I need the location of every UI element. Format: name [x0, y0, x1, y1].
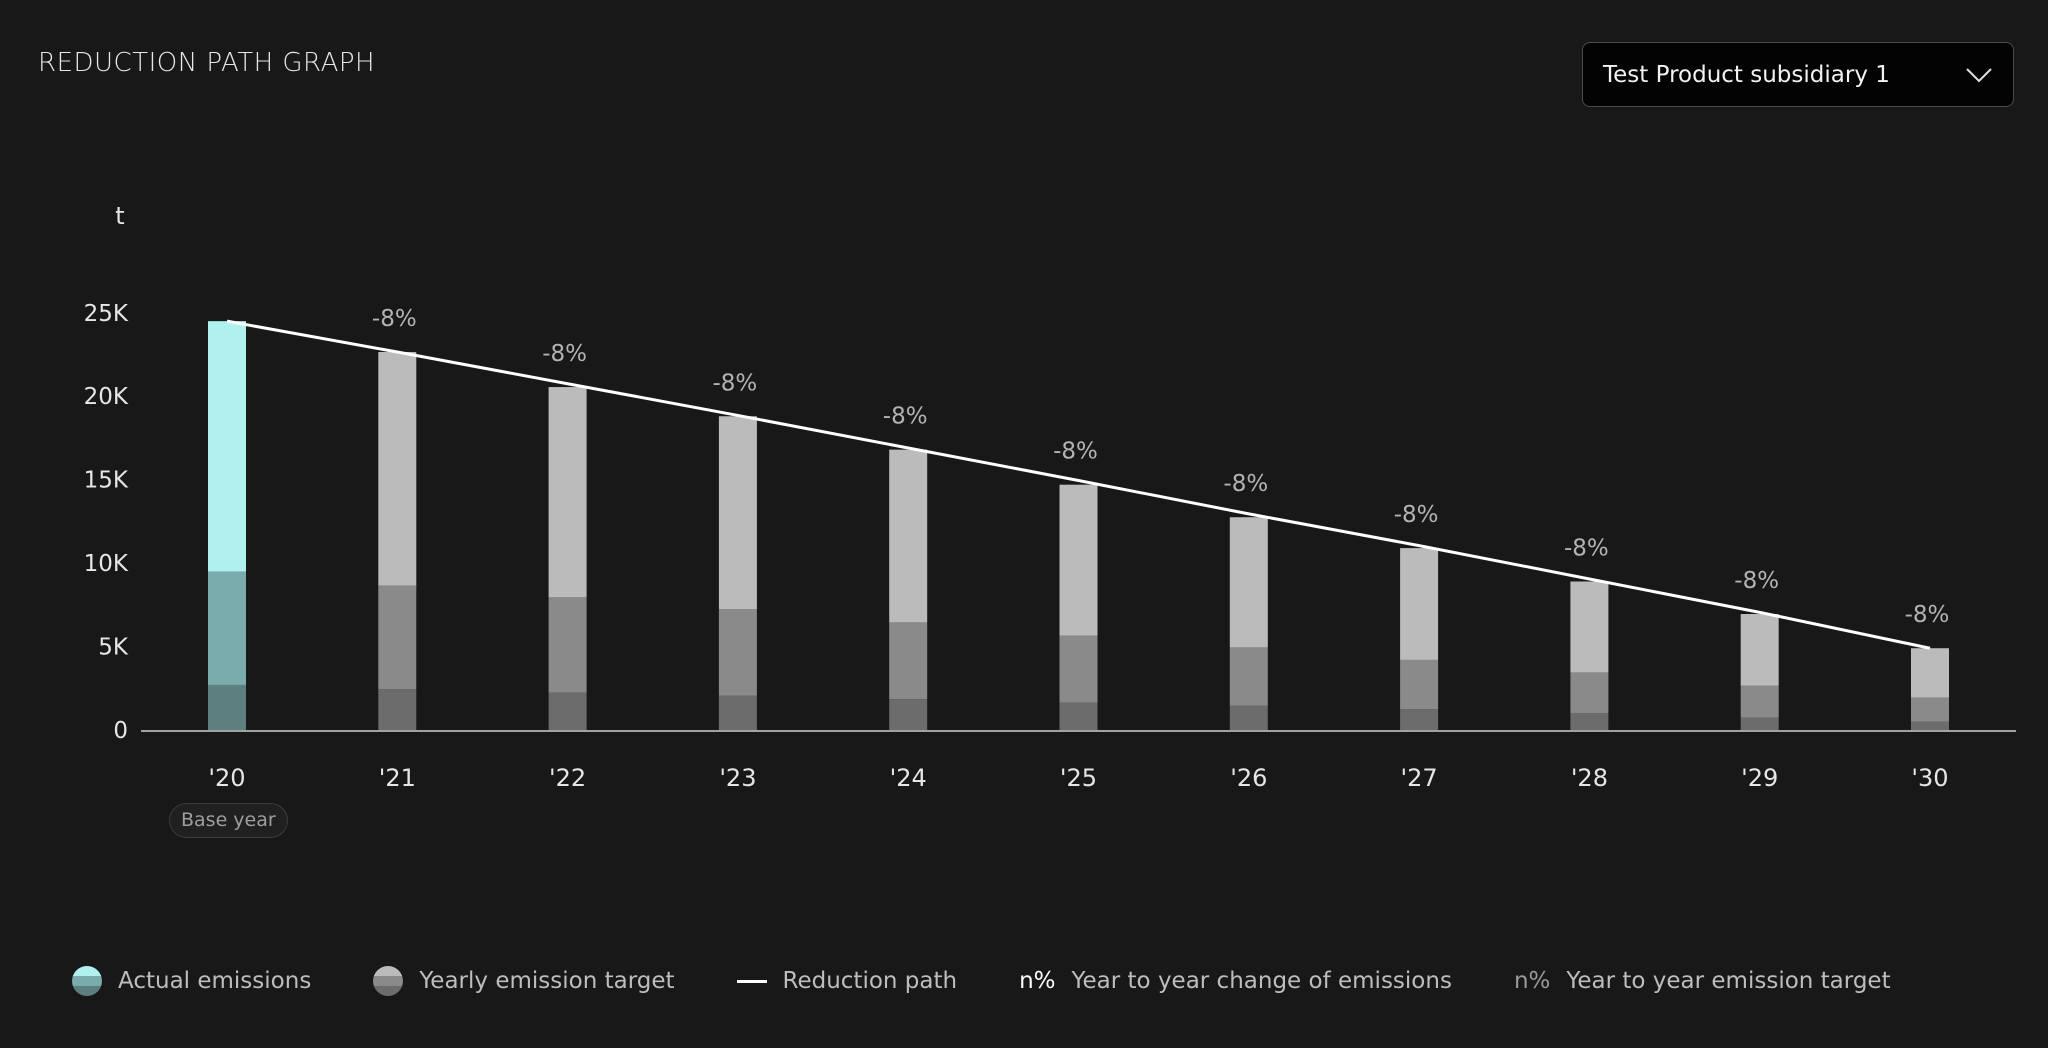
chevron-down-icon	[1966, 67, 1992, 82]
bar-segment-low	[718, 695, 757, 730]
bar-segment-low	[889, 699, 928, 730]
bar-segment-mid	[548, 597, 587, 693]
y-tick-label: 15K	[84, 468, 129, 494]
bar-segment-mid	[1229, 647, 1268, 706]
reduction-path-line	[226, 319, 1931, 650]
legend-label-actual: Actual emissions	[118, 968, 312, 994]
change-label: -8%	[713, 370, 758, 396]
change-label: -8%	[1394, 502, 1439, 528]
bar-segment-low	[1740, 717, 1779, 730]
reduction-path-chart: t 0 5K 10K 15K 20K 25K '20 '21 -8% '22 -8% '23 -8% '24…	[84, 202, 2016, 792]
x-tick-label: '24	[890, 764, 927, 792]
bar-segment-low	[1229, 705, 1268, 730]
bar-segment-mid	[1059, 635, 1098, 703]
bar-segment-low	[208, 684, 246, 730]
legend-item-target: Yearly emission target	[373, 966, 675, 996]
change-label: -8%	[542, 341, 587, 367]
bar-segment-high	[548, 387, 587, 598]
change-label: -8%	[1053, 439, 1098, 465]
change-label: -8%	[1223, 471, 1268, 497]
legend-label-change: Year to year change of emissions	[1071, 968, 1452, 994]
x-tick-label: '29	[1741, 764, 1778, 792]
legend-target-change-symbol: n%	[1513, 968, 1551, 994]
bar-segment-high	[1740, 614, 1779, 686]
bar-segment-mid	[1400, 659, 1439, 710]
x-tick-label: '22	[549, 764, 586, 792]
bar-segment-mid	[378, 585, 417, 690]
y-tick-label: 5K	[98, 635, 129, 661]
yearly-target-swatch	[373, 966, 404, 996]
bar-segment-mid	[208, 571, 246, 685]
bar-segment-high	[1229, 517, 1268, 648]
change-label: -8%	[1734, 568, 1779, 594]
change-label: -8%	[883, 404, 928, 430]
x-tick-label: '20	[208, 764, 245, 792]
x-tick-label: '26	[1230, 764, 1267, 792]
bar-segment-high	[1570, 581, 1609, 673]
x-tick-label: '30	[1911, 764, 1948, 792]
bar-segment-high	[1400, 548, 1439, 660]
change-label: -8%	[372, 306, 417, 332]
bar-segment-low	[1400, 709, 1439, 730]
y-tick-label: 0	[113, 718, 128, 744]
bar-segment-low	[1059, 702, 1098, 730]
x-tick-label: '27	[1401, 764, 1438, 792]
bar-segment-high	[1911, 648, 1949, 698]
page-title: REDUCTION PATH GRAPH	[38, 48, 376, 78]
legend-item-actual: Actual emissions	[72, 966, 311, 996]
x-tick-label: '21	[379, 764, 416, 792]
subsidiary-select-value: Test Product subsidiary 1	[1603, 61, 1890, 88]
legend-change-symbol: n%	[1019, 968, 1056, 994]
y-tick-label: 20K	[84, 384, 129, 410]
reduction-path-swatch	[736, 979, 767, 983]
legend-label-target: Yearly emission target	[419, 968, 675, 994]
change-label: -8%	[1564, 535, 1609, 561]
legend: Actual emissions Yearly emission target …	[72, 966, 1891, 996]
change-label: -8%	[1905, 602, 1950, 628]
bar-segment-high	[889, 449, 928, 623]
subsidiary-select[interactable]: Test Product subsidiary 1	[1582, 42, 2014, 107]
legend-label-path: Reduction path	[782, 968, 958, 994]
bar-segment-mid	[1740, 685, 1779, 718]
base-year-badge: Base year	[169, 803, 288, 838]
bar-segment-mid	[718, 609, 757, 696]
x-tick-label: '23	[719, 764, 756, 792]
legend-label-target-change: Year to year emission target	[1566, 968, 1891, 994]
bar-segment-low	[1911, 721, 1949, 730]
bar-segment-low	[1570, 713, 1609, 730]
bar-segment-high	[718, 416, 757, 610]
y-tick-label: 25K	[84, 301, 129, 327]
bar-segment-low	[548, 692, 587, 730]
x-tick-label: '28	[1571, 764, 1608, 792]
x-tick-label: '25	[1060, 764, 1097, 792]
legend-item-change: n% Year to year change of emissions	[1019, 968, 1452, 994]
bar-segment-low	[378, 689, 417, 730]
bar-segment-mid	[1911, 697, 1949, 722]
bar-segment-mid	[1570, 672, 1609, 714]
bar-segment-high	[208, 321, 246, 572]
bar-segment-mid	[889, 622, 928, 700]
actual-emissions-swatch	[72, 966, 102, 996]
legend-item-target-change: n% Year to year emission target	[1514, 968, 1891, 994]
bar-segment-high	[1059, 484, 1098, 636]
y-axis-unit: t	[115, 202, 124, 230]
y-tick-label: 10K	[84, 551, 129, 577]
legend-item-path: Reduction path	[736, 968, 958, 994]
bar-segment-high	[378, 352, 417, 586]
